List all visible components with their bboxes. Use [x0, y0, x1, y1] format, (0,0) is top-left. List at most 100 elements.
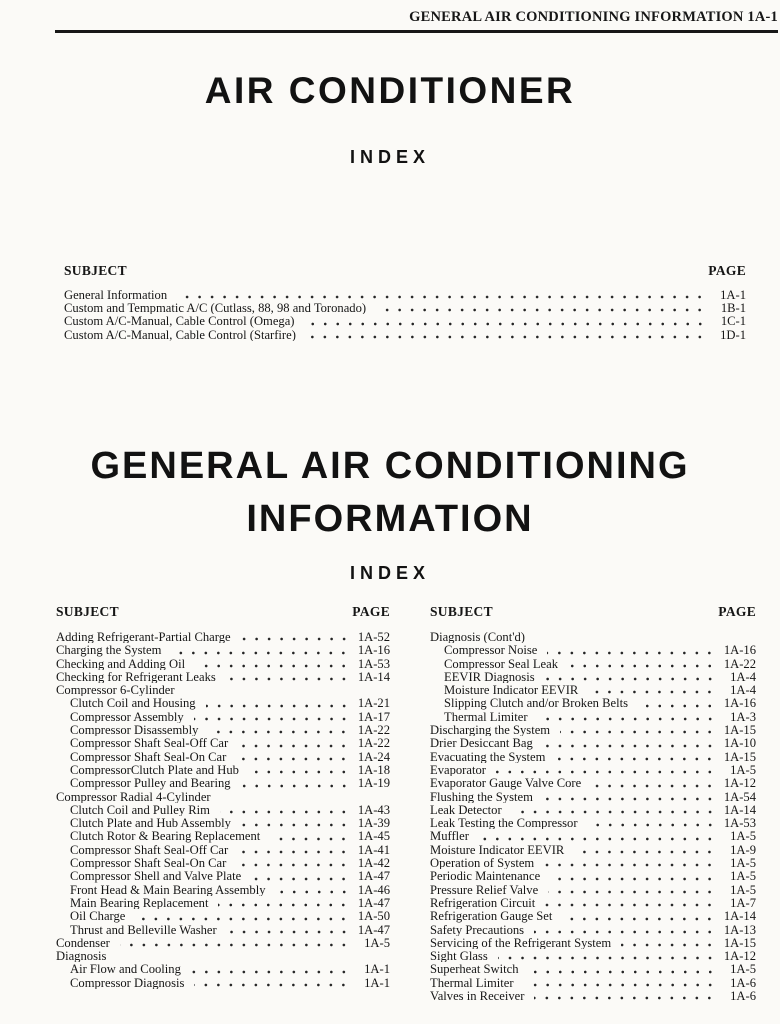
entry-page: 1A-1 [364, 962, 390, 976]
index-row: Safety Precautions 1A-13 [430, 923, 756, 936]
dot-leader [205, 703, 350, 708]
dot-leader [544, 863, 716, 868]
right-column-headers: SUBJECT PAGE [430, 604, 756, 620]
index-row: Clutch Coil and Pulley Rim 1A-43 [56, 803, 390, 816]
entry-subject: Compressor Assembly [70, 709, 184, 724]
dot-leader [218, 903, 350, 908]
entry-page: 1A-53 [723, 816, 756, 830]
dot-leader [240, 823, 350, 828]
index-row: Compressor Radial 4-Cylinder [56, 790, 390, 803]
entry-subject: Leak Testing the Compressor [430, 816, 578, 830]
dot-leader [195, 663, 350, 668]
index-row: Operation of System 1A-5 [430, 856, 756, 869]
section2-index-label: INDEX [349, 563, 430, 583]
dot-leader [225, 677, 350, 682]
entry-page: 1A-14 [357, 669, 390, 684]
entry-page: 1B-1 [720, 301, 746, 315]
index-row: Flushing the System 1A-54 [430, 790, 756, 803]
entry-page: 1A-5 [730, 869, 756, 883]
dot-leader [537, 717, 716, 722]
section2-title-line2: INFORMATION [246, 498, 534, 540]
entry-subject: Compressor Shaft Seal-Off Car [70, 736, 229, 750]
header-rule [55, 30, 778, 33]
dot-leader [119, 943, 350, 948]
entry-page: 1A-10 [723, 736, 756, 750]
section1-title: AIR CONDITIONER [204, 70, 576, 111]
dot-leader [497, 956, 716, 961]
dot-leader [547, 650, 716, 655]
index-row: Evacuating the System 1A-15 [430, 750, 756, 763]
entry-subject: Checking and Adding Oil [56, 656, 186, 670]
entry-subject: Clutch Plate and Hub Assembly [70, 816, 231, 830]
index-row: Leak Testing the Compressor 1A-53 [430, 816, 756, 829]
entry-page: 1A-42 [357, 856, 390, 870]
entry-page: 1A-22 [723, 656, 756, 670]
entry-page: 1A-39 [357, 816, 390, 830]
left-column-rows: Adding Refrigerant-Partial Charge 1A-52 Ch… [56, 630, 390, 989]
index-row: Compressor Shaft Seal-Off Car 1A-41 [56, 843, 390, 856]
entry-subject: General Information [64, 288, 168, 302]
index-row: Compressor Assembly 1A-17 [56, 710, 390, 723]
index-row: Checking and Adding Oil 1A-53 [56, 657, 390, 670]
dot-leader [236, 863, 350, 868]
entry-subject: Compressor Shell and Valve Plate [70, 869, 242, 883]
index-row: Servicing of the Refrigerant System 1A-15 [430, 936, 756, 949]
entry-subject: Compressor Pulley and Bearing [70, 776, 231, 790]
dot-leader [171, 650, 350, 655]
dot-leader [548, 889, 716, 894]
entry-page: 1A-47 [357, 869, 390, 883]
entry-page: 1A-52 [357, 630, 390, 644]
dot-leader [550, 876, 716, 881]
entry-page: 1A-12 [723, 949, 756, 963]
index-row: Air Flow and Cooling 1A-1 [56, 962, 390, 975]
index-left-column: SUBJECT PAGE Adding Refrigerant-Partial … [56, 604, 390, 1002]
entry-subject: Leak Detector [430, 802, 502, 817]
entry-page: 1A-45 [357, 829, 390, 843]
entry-subject: Flushing the System [430, 789, 533, 803]
dot-leader [238, 743, 350, 748]
index-row: Oil Charge 1A-50 [56, 909, 390, 922]
entry-page: 1A-9 [730, 842, 756, 857]
entry-page: 1A-15 [723, 935, 756, 950]
entry-subject: Thrust and Belleville Washer [70, 922, 217, 936]
index-row: Valves in Receiver 1A-6 [430, 989, 756, 1002]
entry-page: 1A-21 [357, 696, 390, 710]
dot-leader [574, 850, 716, 855]
entry-subject: Adding Refrigerant-Partial Charge [56, 630, 231, 644]
index-row: Front Head & Main Bearing Assembly 1A-46 [56, 883, 390, 896]
entry-subject: Clutch Coil and Housing [70, 696, 196, 710]
dot-leader [523, 983, 716, 988]
entry-page: 1A-16 [723, 643, 756, 657]
entry-page: 1A-19 [357, 776, 390, 790]
entry-page: 1C-1 [720, 314, 746, 328]
index-row: General Information 1A-1 [64, 288, 746, 301]
entry-subject: Operation of System [430, 856, 535, 870]
entry-page: 1A-24 [357, 749, 390, 763]
entry-page: 1A-16 [723, 696, 756, 710]
dot-leader [177, 295, 706, 300]
entry-page: 1A-7 [730, 895, 756, 910]
index-row: Discharging the System 1A-15 [430, 723, 756, 736]
entry-subject: Clutch Coil and Pulley Rim [70, 802, 210, 817]
entry-page: 1A-5 [730, 882, 756, 896]
index-row: Compressor Shaft Seal-On Car 1A-42 [56, 856, 390, 869]
entry-subject: Compressor Disassembly [70, 723, 199, 737]
entry-page: 1A-5 [730, 962, 756, 976]
entry-subject: EEVIR Diagnosis [444, 669, 535, 684]
entry-page: 1A-47 [357, 922, 390, 936]
dot-leader [376, 308, 706, 313]
entry-subject: Discharging the System [430, 723, 551, 737]
index-row: Clutch Plate and Hub Assembly 1A-39 [56, 816, 390, 829]
dot-leader [495, 770, 716, 775]
entry-subject: Compressor Noise [444, 643, 538, 657]
dot-leader [528, 969, 716, 974]
index-row: Compressor Shaft Seal-On Car 1A-24 [56, 750, 390, 763]
dot-leader [240, 637, 350, 642]
dot-leader [562, 916, 716, 921]
entry-page: 1A-17 [357, 709, 390, 724]
entry-page: 1A-4 [730, 669, 756, 684]
entry-subject: Custom A/C-Manual, Cable Control (Omega) [64, 314, 295, 328]
dot-leader [534, 996, 716, 1001]
entry-page: 1A-1 [720, 288, 746, 302]
entry-subject: Safety Precautions [430, 922, 525, 936]
